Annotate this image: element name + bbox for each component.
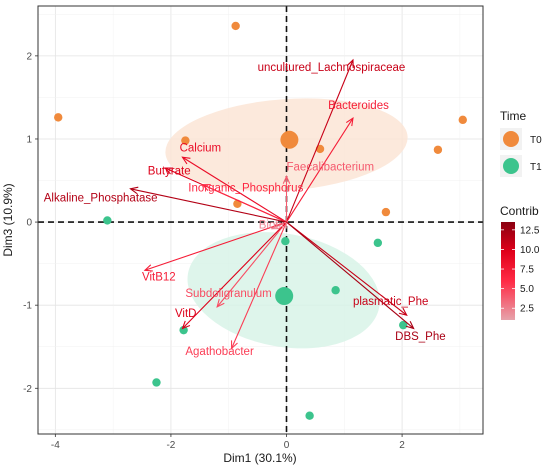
label-alkaline-phosphatase: Alkaline_Phosphatase xyxy=(44,192,158,204)
point-t0 xyxy=(458,115,467,125)
contrib-tick-label: 7.5 xyxy=(520,265,534,276)
centroid-t0 xyxy=(280,130,299,149)
arrowhead-bacteroides xyxy=(345,117,354,127)
label-butyrate: Butyrate xyxy=(148,166,191,178)
label-dbs-phe: DBS_Phe xyxy=(395,331,446,343)
label-biotin: Biotin xyxy=(259,220,288,232)
contrib-tick-label: 5.0 xyxy=(520,284,534,295)
label-vitb12: VitB12 xyxy=(142,271,176,283)
y-tick-label: -1 xyxy=(23,301,32,312)
arrow-inorganic-phosphorus xyxy=(202,184,287,223)
legend-time-entries: T0 T1 xyxy=(500,128,542,177)
arrow-vitd xyxy=(182,221,287,329)
label-bacteroides: Bacteroides xyxy=(328,100,389,112)
label-subdoligranulum: Subdoligranulum xyxy=(185,288,271,300)
arrowhead-butyrate xyxy=(163,167,174,175)
panel-background xyxy=(38,6,483,434)
point-t1 xyxy=(305,411,314,420)
point-t0 xyxy=(233,199,242,208)
label-inorganic-phosphorus: Inorganic_Phosphorus xyxy=(188,182,303,194)
variable-arrows xyxy=(129,58,415,350)
arrowhead-alkaline-phosphatase xyxy=(129,186,139,194)
arrowhead-plasmatic-phe xyxy=(398,307,408,316)
point-t0 xyxy=(54,113,63,122)
arrow-bacteroides xyxy=(286,117,354,223)
point-t1 xyxy=(152,378,161,387)
legend-time: Time T0 T1 xyxy=(500,109,542,177)
label-plasmatic-phe: plasmatic_Phe xyxy=(353,296,428,308)
point-t1 xyxy=(373,238,383,248)
legend-key-t1 xyxy=(503,158,519,174)
x-axis-ticks: -4 -2 0 2 xyxy=(51,434,405,451)
contrib-tick-label: 2.5 xyxy=(520,304,534,315)
arrowhead-faecalibacterium xyxy=(282,175,291,184)
y-axis-title: Dim3 (10.9%) xyxy=(1,183,15,256)
point-t1 xyxy=(331,286,340,295)
arrow-agathobacter xyxy=(231,221,288,349)
x-tick-label: -2 xyxy=(166,440,175,451)
label-vitd: VitD xyxy=(175,308,197,320)
centroid-t1 xyxy=(275,287,294,306)
label-uncultured-lachnospiraceae: uncultured_Lachnospiraceae xyxy=(258,62,406,74)
y-axis-ticks: -2 -1 0 1 2 xyxy=(23,51,38,395)
point-t0 xyxy=(231,21,240,31)
contrib-tick-label: 12.5 xyxy=(520,225,540,236)
arrowhead-biotin xyxy=(270,222,281,230)
arrow-subdoligranulum xyxy=(216,221,287,308)
y-tick-label: 1 xyxy=(26,134,32,145)
arrow-uncultured-lachnospiraceae xyxy=(285,59,354,223)
arrowhead-subdoligranulum xyxy=(216,298,225,308)
y-tick-label: -2 xyxy=(23,384,32,395)
label-calcium: Calcium xyxy=(180,142,222,154)
arrowhead-agathobacter xyxy=(230,340,238,350)
individual-points xyxy=(54,21,467,420)
arrowhead-vitd xyxy=(181,320,191,330)
variable-labels: uncultured_Lachnospiraceae Bacteroides Fae… xyxy=(44,62,446,358)
contrib-ticks: 12.5 10.0 7.5 5.0 2.5 xyxy=(501,225,540,315)
panel-border xyxy=(37,5,484,435)
arrowhead-inorganic-phosphorus xyxy=(201,184,211,192)
point-t1 xyxy=(281,236,290,246)
y-tick-label: 0 xyxy=(26,218,32,229)
arrow-vitb12 xyxy=(144,221,287,271)
arrow-dbs-phe xyxy=(286,221,415,329)
x-tick-label: 0 xyxy=(284,440,290,451)
arrowhead-vitb12 xyxy=(143,264,153,272)
label-faecalibacterium: Faecalibacterium xyxy=(287,162,375,174)
x-tick-label: -4 xyxy=(51,440,60,451)
legend-label-t1: T1 xyxy=(530,162,542,173)
arrowhead-dbs-phe xyxy=(405,321,415,330)
point-t1 xyxy=(103,216,112,225)
legend-key-t0 xyxy=(503,131,519,147)
legend-contrib-title: Contrib xyxy=(500,204,539,218)
point-t1 xyxy=(399,320,408,330)
legend-contrib: Contrib 12.5 10.0 7.5 5.0 2.5 xyxy=(500,204,540,320)
legend-label-t0: T0 xyxy=(530,135,542,146)
x-tick-label: 2 xyxy=(399,440,405,451)
arrowhead-calcium xyxy=(181,156,191,165)
contrib-colorbar xyxy=(501,222,515,320)
arrow-plasmatic-phe xyxy=(286,221,408,316)
arrowhead-uncultured-lachnospiraceae xyxy=(346,58,354,69)
point-t0 xyxy=(433,145,443,154)
arrow-alkaline-phosphatase xyxy=(130,188,287,223)
plot-panel: uncultured_Lachnospiraceae Bacteroides Fae… xyxy=(37,5,484,435)
legend-time-title: Time xyxy=(500,109,527,123)
point-t1 xyxy=(179,325,188,335)
point-t0 xyxy=(381,207,391,217)
x-axis-title: Dim1 (30.1%) xyxy=(223,451,296,465)
y-tick-label: 2 xyxy=(26,51,32,62)
point-t0 xyxy=(181,136,190,145)
label-agathobacter: Agathobacter xyxy=(185,346,254,358)
arrow-calcium xyxy=(182,156,287,223)
contrib-tick-label: 10.0 xyxy=(520,245,540,256)
